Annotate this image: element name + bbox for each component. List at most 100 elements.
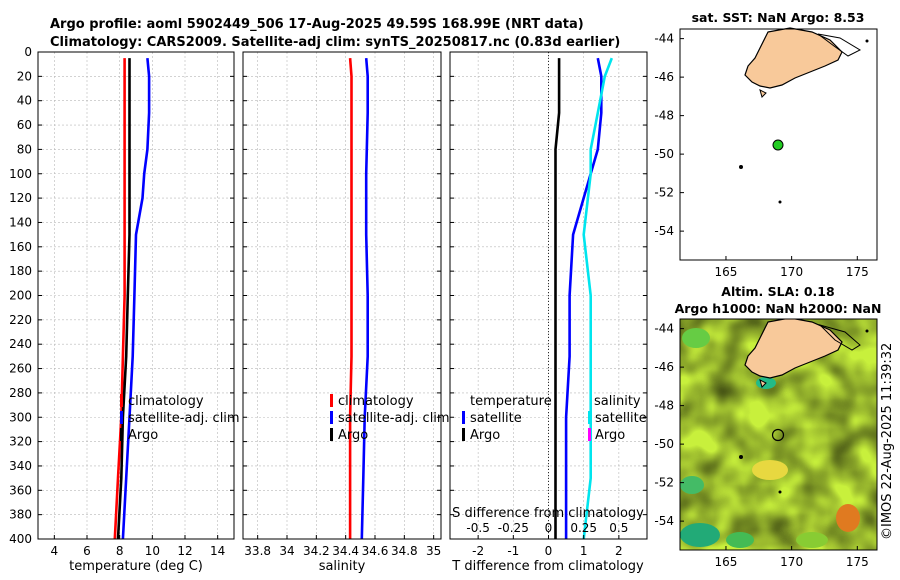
- y-tick-label: 20: [17, 69, 32, 83]
- temperature-panel: 0 20 40 60 80 100 120 140 160 180 200 220 240 260 280 3…: [9, 45, 240, 574]
- lat-tick-label: -50: [654, 147, 674, 161]
- lon-tick-label: 165: [715, 265, 738, 279]
- argo-location-marker: [771, 428, 785, 442]
- island-marker: [778, 200, 782, 204]
- new-zealand-land: [744, 27, 843, 89]
- new-zealand-land: [744, 319, 843, 379]
- y-tick-label: 240: [9, 337, 32, 351]
- y-tick-label: 0: [24, 45, 32, 59]
- x-tick-label: 33.8: [244, 544, 271, 558]
- y-tick-label: 360: [9, 483, 32, 497]
- lat-tick-label: -46: [654, 360, 674, 374]
- legend-climatology-marker: [120, 394, 123, 407]
- lon-tick-label: 175: [846, 265, 869, 279]
- island-marker: [739, 455, 743, 459]
- lat-tick-label: -44: [654, 322, 674, 336]
- sla-patch: [680, 523, 720, 547]
- x-tick-label: -1: [507, 544, 519, 558]
- sla-patch: [726, 532, 754, 548]
- sla-map-title-line1: Altim. SLA: 0.18: [721, 284, 834, 299]
- x2-tick-label: 0.25: [570, 521, 597, 535]
- y-tick-label: 60: [17, 118, 32, 132]
- legend-climatology-label: climatology: [338, 394, 414, 409]
- temperature-legend: climatology satellite-adj. clim Argo: [120, 394, 240, 443]
- lat-tick-label: -52: [654, 186, 674, 200]
- x-tick-label: 34.2: [303, 544, 330, 558]
- y-tick-label: 120: [9, 191, 32, 205]
- difference-panel: -2 -1 0 1 2 -0.5 -0.25 0 0.25 0.5 T difference fr…: [449, 51, 648, 574]
- x2-tick-label: -0.25: [498, 521, 529, 535]
- sst-map-frame: [679, 28, 878, 261]
- x2-tick-label: -0.5: [466, 521, 489, 535]
- lat-tick-label: -48: [654, 399, 674, 413]
- legend-climatology-label: climatology: [128, 394, 204, 409]
- x-tick-label: 14: [210, 544, 225, 558]
- salinity-legend: climatology satellite-adj. clim Argo: [330, 394, 450, 443]
- stewart-island: [759, 89, 767, 98]
- stewart-island: [759, 379, 767, 388]
- legend-climatology-marker: [330, 394, 333, 407]
- lat-tick-label: -48: [654, 109, 674, 123]
- island-marker: [739, 165, 743, 169]
- island-marker: [865, 39, 869, 43]
- sla-map-title-line2: Argo h1000: NaN h2000: NaN: [675, 301, 882, 316]
- series-line-climatology: [113, 58, 126, 540]
- legend-t-argo-marker: [462, 428, 465, 441]
- sla-patch: [752, 460, 788, 480]
- lat-tick-label: -44: [654, 32, 674, 46]
- temperature-xlabel: temperature (deg C): [69, 559, 203, 574]
- y-tick-label: 260: [9, 362, 32, 376]
- legend-satellite-marker: [120, 411, 123, 424]
- salinity-xlabel: salinity: [319, 559, 366, 574]
- y-tick-label: 100: [9, 167, 32, 181]
- y-tick-label: 160: [9, 240, 32, 254]
- legend-t-satellite-marker: [462, 411, 465, 424]
- legend-satellite-label: satellite-adj. clim: [338, 411, 450, 426]
- lon-tick-label: 170: [780, 555, 803, 569]
- x-tick-label: -2: [472, 544, 484, 558]
- lat-tick-label: -54: [654, 224, 674, 238]
- legend-salinity-title: salinity: [594, 394, 641, 409]
- lat-tick-label: -54: [654, 514, 674, 528]
- x2-tick-label: 0: [545, 521, 553, 535]
- lon-tick-label: 165: [715, 555, 738, 569]
- sst-map: sat. SST: NaN Argo: 8.53 165 170 175 -44 -46…: [654, 10, 878, 279]
- lon-tick-label: 175: [846, 555, 869, 569]
- x-tick-label: 8: [116, 544, 124, 558]
- sla-patch: [680, 476, 704, 494]
- legend-argo-label: Argo: [128, 428, 158, 443]
- sla-map-frame: [679, 318, 878, 551]
- coast-outline: [817, 33, 862, 57]
- legend-argo-marker: [120, 428, 123, 441]
- y-tick-label: 280: [9, 386, 32, 400]
- coast-outline: [818, 324, 861, 351]
- x-tick-label: 10: [145, 544, 160, 558]
- series-line-argo: [116, 58, 131, 540]
- lat-tick-label: -52: [654, 476, 674, 490]
- legend-satellite-marker: [330, 411, 333, 424]
- sla-patch: [836, 504, 860, 532]
- y-tick-label: 380: [9, 508, 32, 522]
- x-tick-label: 0: [545, 544, 553, 558]
- legend-t-satellite-label: satellite: [470, 411, 522, 426]
- series-line-satellite-adj-clim: [360, 57, 370, 540]
- series-line-s-satellite: [582, 57, 614, 540]
- lat-tick-label: -50: [654, 437, 674, 451]
- legend-temperature-title: temperature: [470, 394, 552, 409]
- legend-t-argo-label: Argo: [470, 428, 500, 443]
- x-tick-label: 35: [426, 544, 441, 558]
- series-line-t-satellite: [564, 57, 603, 539]
- sla-patch: [796, 532, 828, 548]
- difference-legend: temperature satellite Argo salinity sate…: [462, 394, 647, 443]
- y-tick-label: 40: [17, 94, 32, 108]
- legend-s-argo-label: Argo: [595, 428, 625, 443]
- island-marker: [865, 329, 869, 333]
- y-tick-label: 80: [17, 142, 32, 156]
- x-tick-label: 34.4: [332, 544, 359, 558]
- imos-watermark: ©IMOS 22-Aug-2025 11:39:32: [880, 343, 895, 540]
- y-tick-label: 220: [9, 313, 32, 327]
- y-tick-label: 140: [9, 215, 32, 229]
- y-tick-label: 400: [9, 532, 32, 546]
- lat-tick-label: -46: [654, 70, 674, 84]
